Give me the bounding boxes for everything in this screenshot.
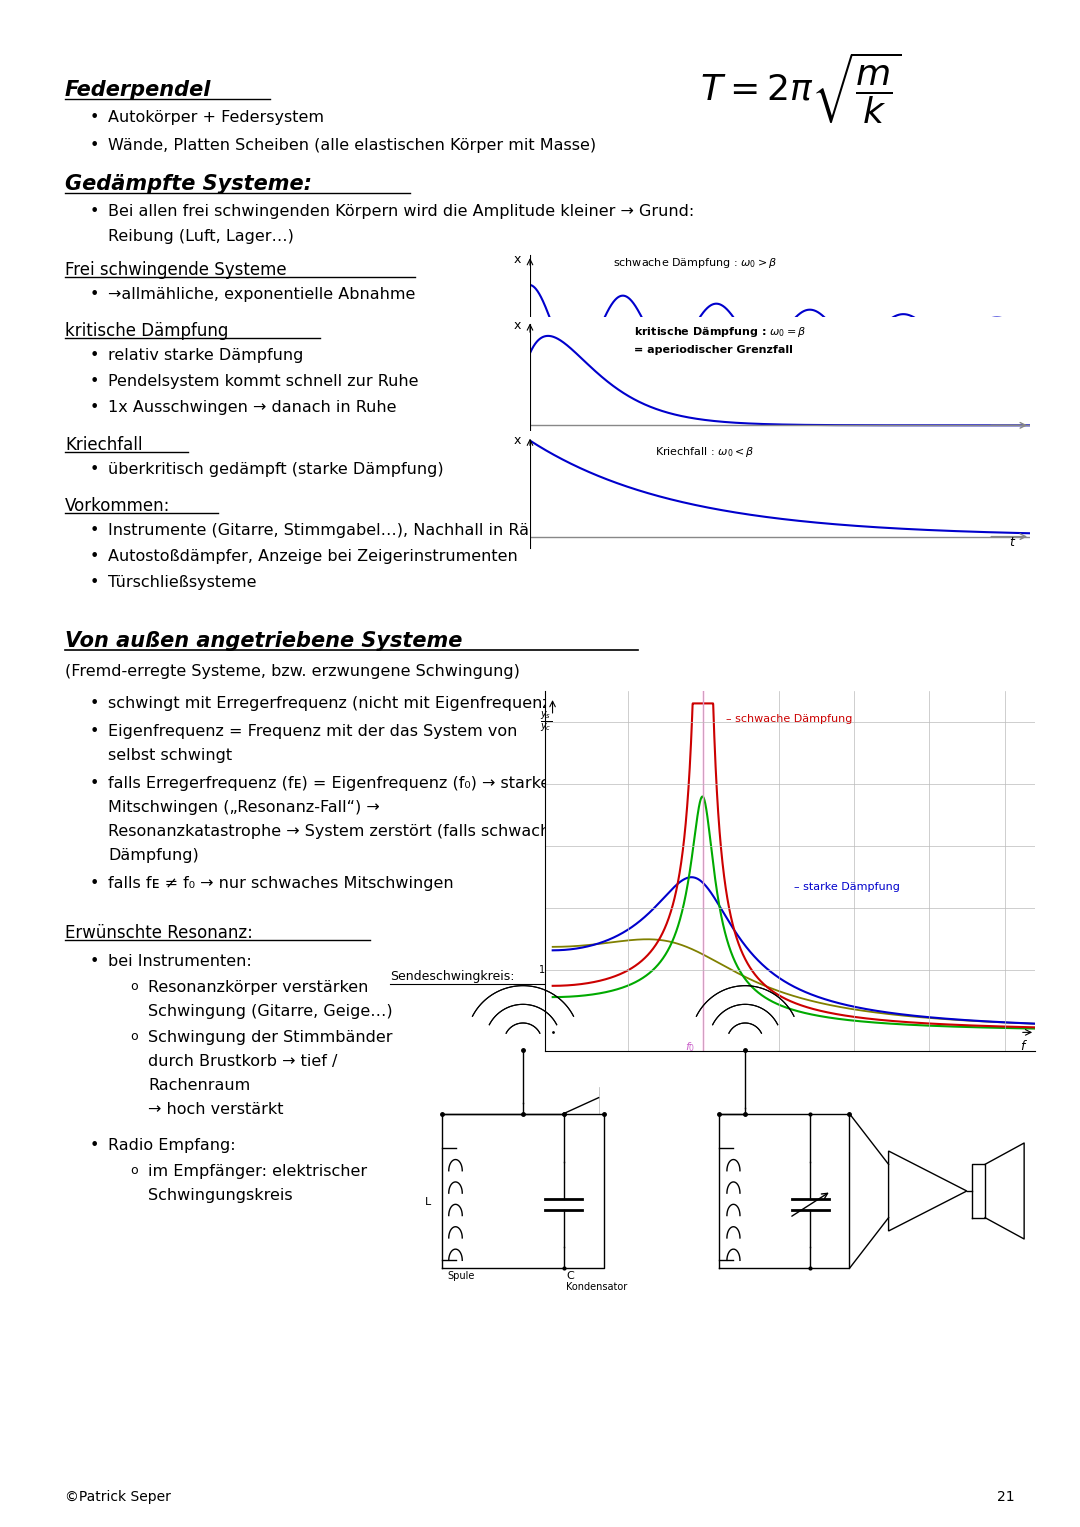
Text: = aperiodischer Grenzfall: = aperiodischer Grenzfall xyxy=(634,345,793,356)
Text: •: • xyxy=(90,776,99,791)
Text: f: f xyxy=(1020,1040,1024,1052)
Text: 21: 21 xyxy=(997,1490,1015,1504)
Text: x: x xyxy=(513,319,521,333)
Text: Frei schwingende Systeme: Frei schwingende Systeme xyxy=(65,261,286,279)
Text: •: • xyxy=(90,287,99,302)
Text: Resonanzkatastrophe → System zerstört (falls schwache: Resonanzkatastrophe → System zerstört (f… xyxy=(108,825,561,838)
Text: Autokörper + Federsystem: Autokörper + Federsystem xyxy=(108,110,324,125)
Text: relativ starke Dämpfung: relativ starke Dämpfung xyxy=(108,348,303,363)
Text: → hoch verstärkt: → hoch verstärkt xyxy=(148,1102,283,1116)
Text: Erwünschte Resonanz:: Erwünschte Resonanz: xyxy=(65,924,253,942)
Text: •: • xyxy=(90,400,99,415)
Text: Dämpfung): Dämpfung) xyxy=(108,847,199,863)
Text: bei Instrumenten:: bei Instrumenten: xyxy=(108,954,252,970)
Text: – schwache Dämpfung: – schwache Dämpfung xyxy=(726,715,852,724)
Text: kritische Dämpfung: kritische Dämpfung xyxy=(65,322,228,341)
Text: •: • xyxy=(90,524,99,538)
Text: Türschließsysteme: Türschließsysteme xyxy=(108,576,257,589)
Text: Resonanzkörper verstärken: Resonanzkörper verstärken xyxy=(148,980,368,996)
Text: •: • xyxy=(90,110,99,125)
Text: t: t xyxy=(1009,333,1014,345)
Text: 1x Ausschwingen → danach in Ruhe: 1x Ausschwingen → danach in Ruhe xyxy=(108,400,396,415)
Text: x: x xyxy=(513,253,521,266)
Text: im Empfänger: elektrischer: im Empfänger: elektrischer xyxy=(148,1164,367,1179)
Text: Empfangsswingkreis:: Empfangsswingkreis: xyxy=(700,970,833,983)
Text: Mitschwingen („Resonanz-Fall“) →: Mitschwingen („Resonanz-Fall“) → xyxy=(108,800,380,815)
Text: (Fremd-erregte Systeme, bzw. erzwungene Schwingung): (Fremd-erregte Systeme, bzw. erzwungene … xyxy=(65,664,519,680)
Text: schwache Dämpfung : $\omega_0 > \beta$: schwache Dämpfung : $\omega_0 > \beta$ xyxy=(613,257,778,270)
Text: •: • xyxy=(90,348,99,363)
Text: Schwingungskreis: Schwingungskreis xyxy=(148,1188,293,1203)
Text: – starke Dämpfung: – starke Dämpfung xyxy=(794,881,900,892)
Text: Eigenfrequenz = Frequenz mit der das System von: Eigenfrequenz = Frequenz mit der das Sys… xyxy=(108,724,517,739)
Text: o: o xyxy=(130,1164,137,1177)
Text: $T = 2\pi\sqrt{\dfrac{m}{k}}$: $T = 2\pi\sqrt{\dfrac{m}{k}}$ xyxy=(700,50,902,125)
Text: •: • xyxy=(90,576,99,589)
Text: o: o xyxy=(130,1031,137,1043)
Text: •: • xyxy=(90,724,99,739)
Text: C: C xyxy=(566,1270,573,1281)
Text: •: • xyxy=(90,137,99,153)
Text: Sendeschwingkreis:: Sendeschwingkreis: xyxy=(390,970,514,983)
Text: •: • xyxy=(90,696,99,712)
Text: Rachenraum: Rachenraum xyxy=(148,1078,251,1093)
Text: •: • xyxy=(90,374,99,389)
Text: •: • xyxy=(90,463,99,476)
Text: kritische Dämpfung : $\omega_0 = \beta$: kritische Dämpfung : $\omega_0 = \beta$ xyxy=(634,325,807,339)
Text: Reibung (Luft, Lager…): Reibung (Luft, Lager…) xyxy=(108,229,294,244)
Text: falls Erregerfrequenz (fᴇ) = Eigenfrequenz (f₀) → starkes: falls Erregerfrequenz (fᴇ) = Eigenfreque… xyxy=(108,776,558,791)
Text: Kondensator: Kondensator xyxy=(566,1281,627,1292)
Text: x: x xyxy=(513,434,521,447)
Text: Autostoßdämpfer, Anzeige bei Zeigerinstrumenten: Autostoßdämpfer, Anzeige bei Zeigerinstr… xyxy=(108,550,517,563)
Text: Schwingung der Stimmbänder: Schwingung der Stimmbänder xyxy=(148,1031,392,1044)
Text: Vorkommen:: Vorkommen: xyxy=(65,496,171,515)
Text: •: • xyxy=(90,1138,99,1153)
Text: L: L xyxy=(424,1197,431,1206)
Text: •: • xyxy=(90,205,99,218)
Text: Bei allen frei schwingenden Körpern wird die Amplitude kleiner → Grund:: Bei allen frei schwingenden Körpern wird… xyxy=(108,205,694,218)
Text: falls fᴇ ≠ f₀ → nur schwaches Mitschwingen: falls fᴇ ≠ f₀ → nur schwaches Mitschwing… xyxy=(108,876,454,890)
Text: Radio Empfang:: Radio Empfang: xyxy=(108,1138,235,1153)
Text: Kriechfall : $\omega_0 < \beta$: Kriechfall : $\omega_0 < \beta$ xyxy=(654,444,755,460)
Text: überkritisch gedämpft (starke Dämpfung): überkritisch gedämpft (starke Dämpfung) xyxy=(108,463,444,476)
Text: Von außen angetriebene Systeme: Von außen angetriebene Systeme xyxy=(65,631,462,651)
Text: Instrumente (Gitarre, Stimmgabel…), Nachhall in Räumen: Instrumente (Gitarre, Stimmgabel…), Nach… xyxy=(108,524,575,538)
Text: Schwingung (Gitarre, Geige…): Schwingung (Gitarre, Geige…) xyxy=(148,1003,393,1019)
Text: •: • xyxy=(90,876,99,890)
Text: Federpendel: Federpendel xyxy=(65,79,212,99)
Text: $\frac{y_s}{y_c}$: $\frac{y_s}{y_c}$ xyxy=(540,710,553,734)
Text: Pendelsystem kommt schnell zur Ruhe: Pendelsystem kommt schnell zur Ruhe xyxy=(108,374,419,389)
Text: Wände, Platten Scheiben (alle elastischen Körper mit Masse): Wände, Platten Scheiben (alle elastische… xyxy=(108,137,596,153)
Text: o: o xyxy=(130,980,137,993)
Text: •: • xyxy=(90,550,99,563)
Text: •: • xyxy=(90,954,99,970)
Text: ©Patrick Seper: ©Patrick Seper xyxy=(65,1490,171,1504)
Text: Gedämpfte Systeme:: Gedämpfte Systeme: xyxy=(65,174,312,194)
Text: durch Brustkorb → tief /: durch Brustkorb → tief / xyxy=(148,1054,337,1069)
Text: →allmähliche, exponentielle Abnahme: →allmähliche, exponentielle Abnahme xyxy=(108,287,416,302)
Text: Spule: Spule xyxy=(447,1270,475,1281)
Text: Kriechfall: Kriechfall xyxy=(65,437,143,454)
Text: 1: 1 xyxy=(539,965,545,976)
Text: $f_0$: $f_0$ xyxy=(685,1040,696,1054)
Text: schwingt mit Erregerfrequenz (nicht mit Eigenfrequenz): schwingt mit Erregerfrequenz (nicht mit … xyxy=(108,696,557,712)
Text: t: t xyxy=(1009,429,1014,443)
Text: selbst schwingt: selbst schwingt xyxy=(108,748,232,764)
Text: t: t xyxy=(1009,536,1014,550)
